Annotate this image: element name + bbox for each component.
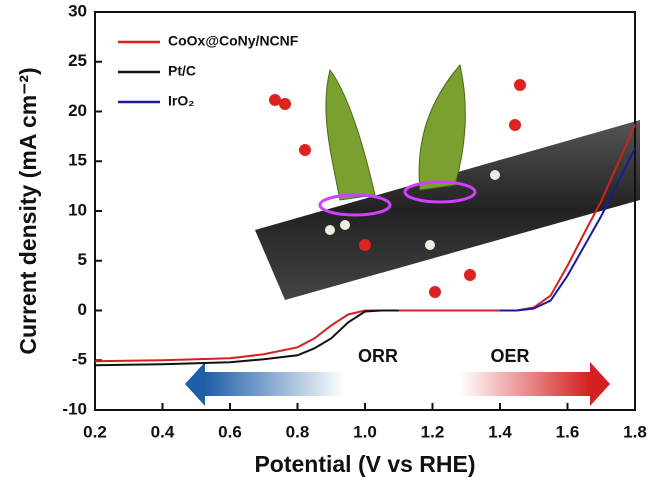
legend-label: CoOx@CoNy/NCNF [168, 33, 299, 49]
x-tick-label: 1.2 [421, 422, 445, 441]
y-tick-label: 10 [68, 200, 87, 219]
x-tick-label: 1.0 [353, 422, 377, 441]
x-tick-label: 1.8 [623, 422, 647, 441]
x-tick-label: 0.4 [151, 422, 175, 441]
legend-label: Pt/C [168, 63, 196, 79]
orr-arrow-head [185, 362, 205, 406]
annotation: ORR [358, 346, 398, 366]
y-axis-label: Current density (mA cm⁻²) [15, 67, 41, 354]
y-tick-label: 20 [68, 101, 87, 120]
data-line [500, 147, 636, 312]
x-tick-label: 0.2 [83, 422, 107, 441]
y-tick-label: 25 [68, 51, 87, 70]
x-tick-label: 1.4 [488, 422, 512, 441]
y-tick-label: -10 [62, 399, 87, 418]
x-tick-label: 1.6 [556, 422, 580, 441]
oer-arrow [460, 372, 590, 396]
x-tick-label: 0.6 [218, 422, 242, 441]
y-tick-label: 15 [68, 151, 87, 170]
illustration [255, 63, 640, 300]
x-tick-label: 0.8 [286, 422, 310, 441]
data-line [94, 309, 399, 367]
x-axis-label: Potential (V vs RHE) [254, 451, 475, 477]
y-tick-label: 0 [78, 300, 87, 319]
annotation: OER [490, 346, 529, 366]
y-tick-label: 5 [78, 250, 87, 269]
oer-arrow-head [590, 362, 610, 406]
orr-arrow [205, 372, 345, 396]
y-tick-label: -5 [72, 350, 87, 369]
y-tick-label: 30 [68, 1, 87, 20]
legend-label: IrO₂ [168, 93, 194, 109]
